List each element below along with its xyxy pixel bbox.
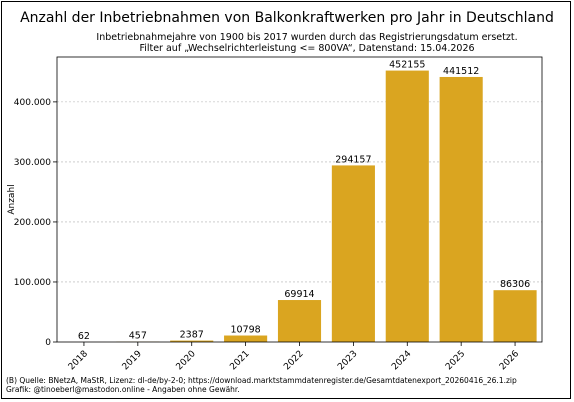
footer-credit: Grafik: @tinoeberl@mastodon.online - Ang… (6, 385, 240, 394)
x-tick-label-2021: 2021 (228, 349, 251, 372)
x-tick-label-2022: 2022 (282, 349, 305, 372)
y-tick-label: 400.000 (14, 98, 51, 108)
x-tick-label-2026: 2026 (498, 349, 521, 372)
bars (62, 70, 537, 343)
data-label-2022: 69914 (284, 289, 314, 300)
data-label-2021: 10798 (230, 325, 260, 336)
y-tick-label: 100.000 (14, 278, 51, 288)
data-label-2019: 457 (129, 331, 147, 342)
plot-area (56, 56, 543, 343)
data-label-2025: 441512 (443, 66, 479, 77)
bar-2022 (277, 300, 322, 342)
bar-2020 (170, 340, 214, 342)
y-tick-label: 0 (45, 338, 51, 348)
x-tick-label-2018: 2018 (67, 349, 90, 372)
x-tick-label-2023: 2023 (336, 349, 359, 372)
data-labels: 62 457 2387 10798 69914 294157 452155 441512 863… (78, 60, 530, 342)
x-tick-label-2019: 2019 (121, 349, 144, 372)
data-label-2024: 452155 (389, 60, 425, 71)
y-tick-label: 300.000 (14, 158, 51, 168)
x-tick-label-2020: 2020 (175, 349, 198, 372)
y-tick-label: 200.000 (14, 218, 51, 228)
data-label-2020: 2387 (180, 330, 204, 341)
y-axis-ticks: 0 100.000 200.000 300.000 400.000 (14, 98, 57, 348)
data-label-2023: 294157 (335, 154, 371, 165)
bar-2023 (331, 165, 375, 342)
bar-2026 (493, 290, 537, 342)
chart-subtitle-line-2: Filter auf „Wechselrichterleistung <= 80… (139, 43, 474, 54)
y-axis-label: Anzahl (7, 184, 17, 214)
bar-2025 (439, 76, 483, 342)
footer-source: (B) Quelle: BNetzA, MaStR, Lizenz: dl-de… (6, 376, 517, 385)
data-label-2018: 62 (78, 331, 90, 342)
x-axis-ticks: 2018 2019 2020 2021 2022 2023 2024 2025 2026 (67, 342, 521, 372)
bar-2024 (385, 70, 429, 343)
bar-2021 (224, 335, 268, 342)
chart-title: Anzahl der Inbetriebnahmen von Balkonkra… (20, 10, 554, 26)
chart-subtitle-line-1: Inbetriebnahmejahre von 1900 bis 2017 wu… (96, 32, 517, 43)
data-label-2026: 86306 (500, 279, 530, 290)
x-tick-label-2024: 2024 (390, 349, 413, 372)
x-tick-label-2025: 2025 (444, 349, 467, 372)
